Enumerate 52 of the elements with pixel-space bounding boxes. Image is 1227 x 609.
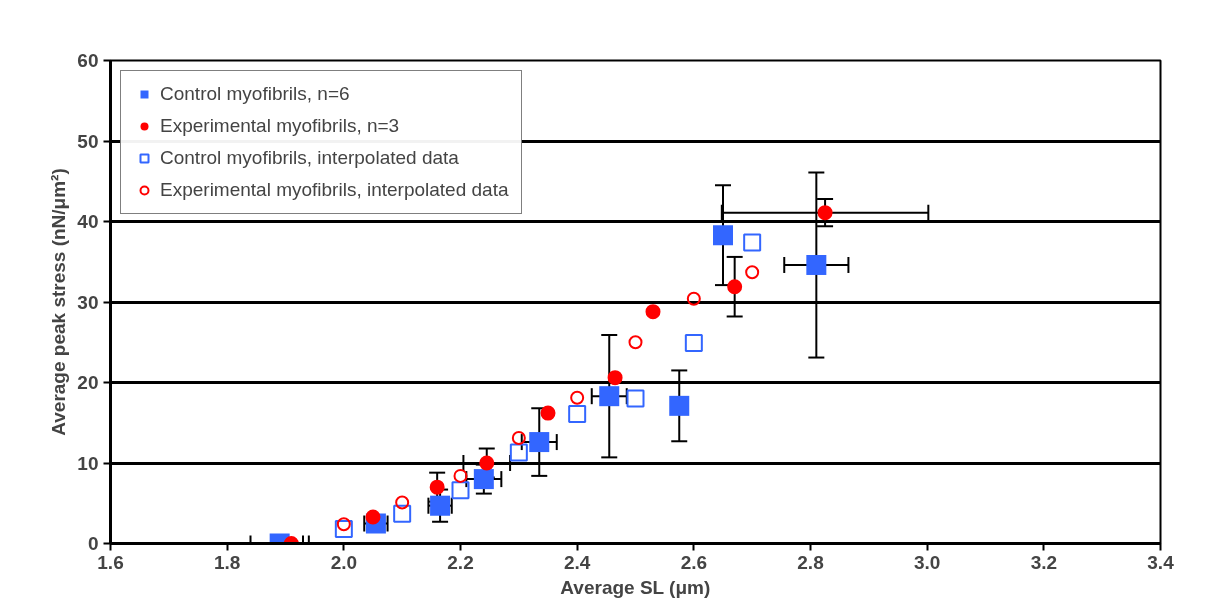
x-tick-label: 2.6	[680, 551, 708, 573]
x-tick-label: 2.8	[797, 551, 824, 573]
point	[395, 495, 410, 510]
x-tick-label: 3.2	[1030, 551, 1058, 573]
point	[684, 334, 703, 353]
point	[336, 517, 351, 532]
point	[713, 225, 733, 246]
y-tick-label: 0	[87, 533, 99, 554]
point	[511, 431, 526, 446]
x-tick-label: 1.8	[213, 551, 241, 573]
y-tick-label: 20	[77, 372, 99, 393]
x-tick-label: 1.6	[97, 551, 124, 573]
point	[628, 335, 643, 350]
x-tick-label: 3.4	[1147, 551, 1175, 573]
point	[393, 504, 412, 523]
x-tick-label: 3.0	[913, 551, 941, 573]
point	[479, 455, 495, 471]
y-tick-label: 50	[77, 130, 99, 152]
point	[669, 395, 690, 416]
point	[568, 404, 587, 423]
y-axis-title: Average peak stress (nN/μm²)	[48, 168, 70, 436]
legend-label: Control myofibrils, n=6	[160, 83, 350, 105]
point	[607, 370, 623, 386]
point	[570, 390, 585, 405]
point	[645, 304, 661, 320]
point	[334, 520, 353, 539]
point	[599, 386, 620, 407]
point	[451, 481, 470, 500]
y-tick-label: 40	[77, 211, 99, 232]
y-tick-label: 10	[77, 452, 99, 474]
legend-label: Control myofibrils, interpolated data	[160, 147, 459, 169]
point	[727, 279, 743, 295]
point	[529, 432, 550, 453]
x-tick-label: 2.0	[330, 551, 358, 573]
point	[540, 405, 556, 421]
point	[745, 265, 760, 280]
point	[817, 205, 833, 221]
x-axis-title: Average SL (μm)	[560, 576, 711, 598]
point	[473, 469, 494, 490]
point	[743, 233, 762, 252]
y-tick-label: 60	[77, 50, 99, 71]
point	[626, 389, 645, 408]
y-tick-label: 30	[77, 291, 99, 313]
x-tick-label: 2.2	[447, 551, 474, 573]
legend-label: Experimental myofibrils, n=3	[160, 115, 400, 137]
legend-label: Experimental myofibrils, interpolated data	[160, 179, 509, 201]
point	[429, 479, 445, 495]
point	[509, 443, 528, 462]
point	[806, 254, 827, 275]
x-tick-label: 2.4	[563, 551, 591, 573]
point	[453, 468, 468, 483]
point	[686, 291, 701, 306]
